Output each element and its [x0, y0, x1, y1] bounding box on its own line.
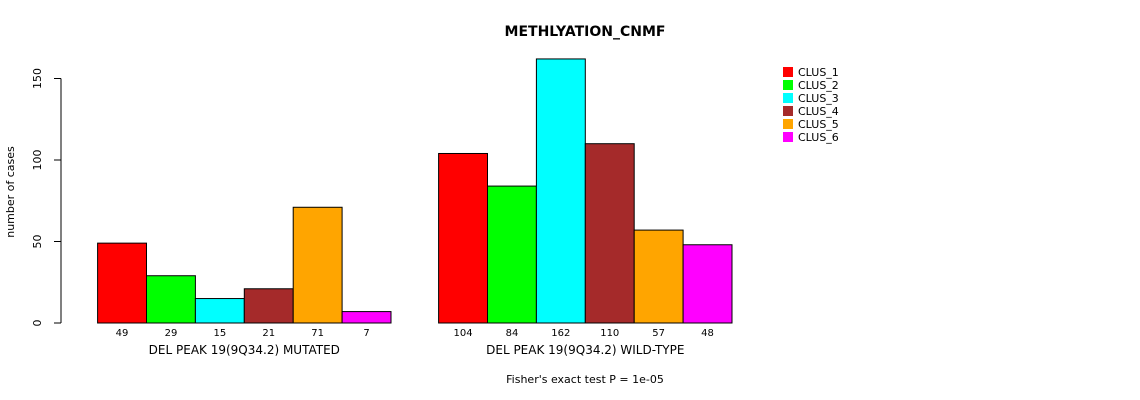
- bar-wild-type-clus_4: [584, 143, 635, 324]
- legend-label-clus_5: CLUS_5: [798, 118, 839, 131]
- y-axis: 0 50 100 150: [31, 68, 62, 327]
- count-label: 57: [652, 328, 665, 339]
- bar-mutated-clus_5: [292, 206, 343, 324]
- legend-label-clus_3: CLUS_3: [798, 92, 839, 105]
- count-label: 110: [600, 328, 619, 339]
- count-label: 7: [363, 328, 369, 339]
- legend-label-clus_1: CLUS_1: [798, 66, 839, 79]
- count-label: 71: [311, 328, 324, 339]
- bar-wild-type-clus_3: [535, 58, 586, 324]
- bar-mutated-clus_1: [97, 242, 147, 324]
- bar-wild-type-clus_6: [682, 244, 733, 324]
- group-label-wild-type: DEL PEAK 19(9Q34.2) WILD-TYPE: [486, 343, 684, 357]
- legend-swatch-clus_2: [783, 80, 793, 90]
- legend-label-clus_4: CLUS_4: [798, 105, 839, 118]
- y-tick-label-0: 0: [31, 320, 44, 327]
- bar-mutated-clus_2: [146, 275, 196, 324]
- legend-label-clus_6: CLUS_6: [798, 131, 839, 144]
- count-label: 104: [454, 328, 473, 339]
- bar-mutated-clus_6: [341, 311, 392, 324]
- count-label: 49: [116, 328, 129, 339]
- bar-wild-type-clus_5: [633, 229, 684, 324]
- bar-wild-type-clus_2: [487, 185, 537, 324]
- chart-title: METHLYATION_CNMF: [505, 24, 666, 40]
- count-label: 84: [506, 328, 519, 339]
- group-label-mutated: DEL PEAK 19(9Q34.2) MUTATED: [149, 343, 340, 357]
- count-label: 162: [551, 328, 570, 339]
- bar-mutated-clus_4: [243, 288, 294, 324]
- legend-swatch-clus_3: [783, 93, 793, 103]
- legend-swatch-clus_5: [783, 119, 793, 129]
- count-label: 21: [262, 328, 275, 339]
- count-label: 48: [701, 328, 714, 339]
- legend-swatch-clus_6: [783, 132, 793, 142]
- y-tick-label-100: 100: [31, 150, 44, 171]
- fisher-test-note: Fisher's exact test P = 1e-05: [506, 373, 664, 386]
- count-label: 29: [165, 328, 178, 339]
- count-label: 15: [213, 328, 226, 339]
- legend-swatch-clus_4: [783, 106, 793, 116]
- bars: 49 29 15 21 71 7 DEL PEAK 19(9Q34.2) MUTATED 10…: [97, 58, 733, 357]
- legend-label-clus_2: CLUS_2: [798, 79, 839, 92]
- bar-wild-type-clus_1: [438, 152, 489, 324]
- y-axis-title: number of cases: [4, 146, 17, 238]
- y-tick-label-150: 150: [31, 68, 44, 89]
- y-tick-label-50: 50: [31, 235, 44, 249]
- bar-mutated-clus_3: [194, 298, 245, 324]
- legend-swatch-clus_1: [783, 67, 793, 77]
